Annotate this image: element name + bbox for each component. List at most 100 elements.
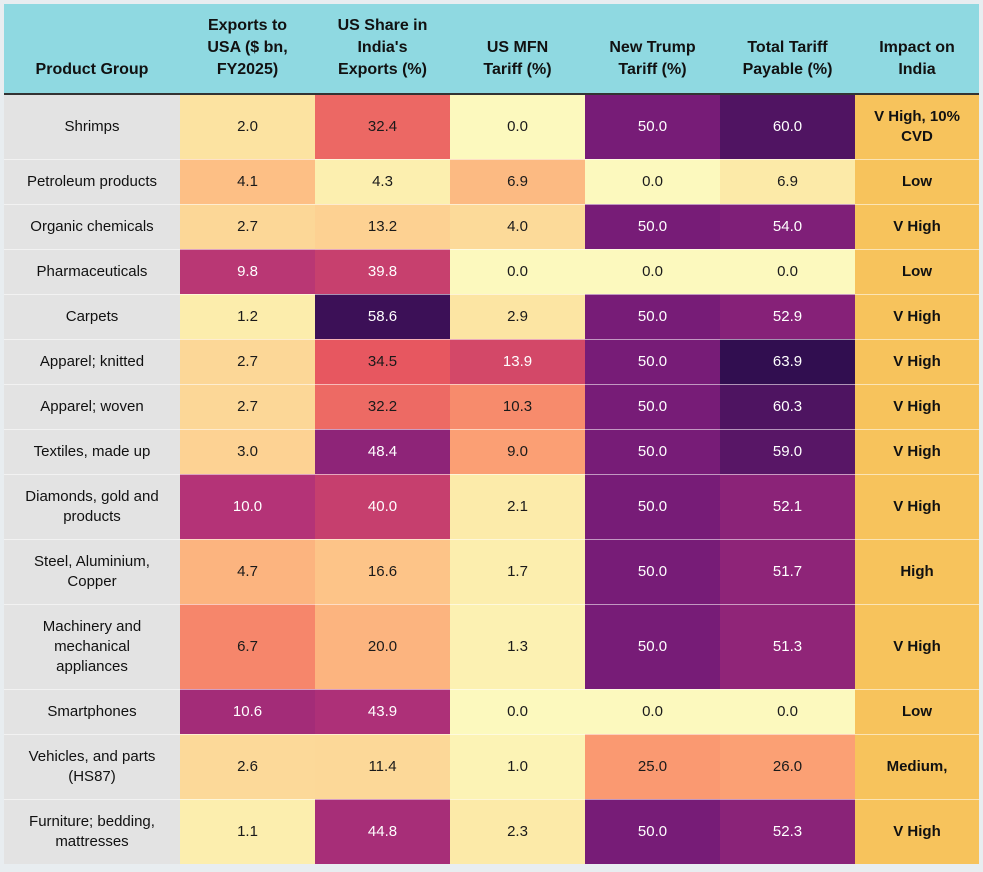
share-cell: 48.4 — [315, 428, 450, 474]
share-cell: 13.2 — [315, 203, 450, 249]
total-cell: 51.7 — [720, 538, 855, 604]
mfn-cell: 0.0 — [450, 688, 585, 734]
total-cell: 60.0 — [720, 93, 855, 159]
impact-cell: High — [855, 538, 979, 604]
total-cell: 0.0 — [720, 688, 855, 734]
impact-cell: V High — [855, 383, 979, 429]
product-group-cell: Pharmaceuticals — [4, 248, 180, 294]
total-cell: 54.0 — [720, 203, 855, 249]
impact-cell: V High — [855, 338, 979, 384]
trump-cell: 0.0 — [585, 688, 720, 734]
product-group-cell: Textiles, made up — [4, 428, 180, 474]
impact-cell: V High — [855, 203, 979, 249]
table-row: Vehicles, and parts (HS87) 2.6 11.4 1.0 25.0… — [4, 733, 979, 799]
trump-cell: 50.0 — [585, 93, 720, 159]
total-cell: 52.3 — [720, 798, 855, 864]
product-group-cell: Organic chemicals — [4, 203, 180, 249]
trump-cell: 25.0 — [585, 733, 720, 799]
trump-cell: 50.0 — [585, 383, 720, 429]
mfn-cell: 10.3 — [450, 383, 585, 429]
exports-cell: 9.8 — [180, 248, 315, 294]
exports-cell: 4.7 — [180, 538, 315, 604]
table-row: Diamonds, gold and products 10.0 40.0 2.1 50… — [4, 473, 979, 539]
share-cell: 32.2 — [315, 383, 450, 429]
share-cell: 43.9 — [315, 688, 450, 734]
product-group-cell: Furniture; bedding, mattresses — [4, 798, 180, 864]
header-row: Product Group Exports to USA ($ bn, FY202… — [4, 4, 979, 95]
share-cell: 58.6 — [315, 293, 450, 339]
tariff-table: Product Group Exports to USA ($ bn, FY202… — [4, 4, 979, 864]
total-cell: 52.9 — [720, 293, 855, 339]
header-us-share: US Share in India's Exports (%) — [315, 4, 450, 95]
exports-cell: 4.1 — [180, 158, 315, 204]
exports-cell: 10.6 — [180, 688, 315, 734]
trump-cell: 50.0 — [585, 538, 720, 604]
product-group-cell: Smartphones — [4, 688, 180, 734]
impact-cell: V High — [855, 293, 979, 339]
mfn-cell: 2.9 — [450, 293, 585, 339]
impact-cell: Medium, — [855, 733, 979, 799]
product-group-cell: Petroleum products — [4, 158, 180, 204]
product-group-cell: Steel, Aluminium, Copper — [4, 538, 180, 604]
mfn-cell: 6.9 — [450, 158, 585, 204]
mfn-cell: 2.3 — [450, 798, 585, 864]
share-cell: 34.5 — [315, 338, 450, 384]
total-cell: 6.9 — [720, 158, 855, 204]
header-mfn-tariff: US MFN Tariff (%) — [450, 4, 585, 95]
product-group-cell: Apparel; woven — [4, 383, 180, 429]
mfn-cell: 4.0 — [450, 203, 585, 249]
share-cell: 39.8 — [315, 248, 450, 294]
table-row: Textiles, made up 3.0 48.4 9.0 50.0 59.0 V Hig… — [4, 428, 979, 474]
mfn-cell: 0.0 — [450, 93, 585, 159]
exports-cell: 2.6 — [180, 733, 315, 799]
mfn-cell: 9.0 — [450, 428, 585, 474]
total-cell: 59.0 — [720, 428, 855, 474]
header-product-group: Product Group — [4, 4, 180, 95]
impact-cell: Low — [855, 158, 979, 204]
trump-cell: 50.0 — [585, 473, 720, 539]
trump-cell: 50.0 — [585, 338, 720, 384]
total-cell: 52.1 — [720, 473, 855, 539]
mfn-cell: 1.7 — [450, 538, 585, 604]
table-row: Machinery and mechanical appliances 6.7 20… — [4, 603, 979, 689]
table-row: Carpets 1.2 58.6 2.9 50.0 52.9 V High — [4, 293, 979, 339]
table-row: Furniture; bedding, mattresses 1.1 44.8 2.3… — [4, 798, 979, 864]
exports-cell: 1.2 — [180, 293, 315, 339]
trump-cell: 0.0 — [585, 248, 720, 294]
exports-cell: 10.0 — [180, 473, 315, 539]
table-row: Pharmaceuticals 9.8 39.8 0.0 0.0 0.0 Low — [4, 248, 979, 294]
product-group-cell: Vehicles, and parts (HS87) — [4, 733, 180, 799]
impact-cell: V High — [855, 603, 979, 689]
table-row: Steel, Aluminium, Copper 4.7 16.6 1.7 50.0 51… — [4, 538, 979, 604]
exports-cell: 1.1 — [180, 798, 315, 864]
trump-cell: 50.0 — [585, 428, 720, 474]
header-exports: Exports to USA ($ bn, FY2025) — [180, 4, 315, 95]
table-row: Apparel; knitted 2.7 34.5 13.9 50.0 63.9 V Hig… — [4, 338, 979, 384]
tariff-table-container: Product Group Exports to USA ($ bn, FY202… — [4, 4, 979, 868]
total-cell: 26.0 — [720, 733, 855, 799]
product-group-cell: Apparel; knitted — [4, 338, 180, 384]
impact-cell: V High — [855, 473, 979, 539]
header-trump-tariff: New Trump Tariff (%) — [585, 4, 720, 95]
share-cell: 40.0 — [315, 473, 450, 539]
exports-cell: 2.7 — [180, 203, 315, 249]
trump-cell: 50.0 — [585, 203, 720, 249]
trump-cell: 50.0 — [585, 798, 720, 864]
exports-cell: 2.0 — [180, 93, 315, 159]
exports-cell: 2.7 — [180, 338, 315, 384]
product-group-cell: Diamonds, gold and products — [4, 473, 180, 539]
table-row: Shrimps 2.0 32.4 0.0 50.0 60.0 V High, 10% CVD — [4, 93, 979, 159]
header-impact: Impact on India — [855, 4, 979, 95]
exports-cell: 6.7 — [180, 603, 315, 689]
share-cell: 20.0 — [315, 603, 450, 689]
table-row: Smartphones 10.6 43.9 0.0 0.0 0.0 Low — [4, 688, 979, 734]
impact-cell: V High — [855, 798, 979, 864]
table-body: Shrimps 2.0 32.4 0.0 50.0 60.0 V High, 10% CVD… — [4, 93, 979, 864]
mfn-cell: 13.9 — [450, 338, 585, 384]
product-group-cell: Shrimps — [4, 93, 180, 159]
table-row: Apparel; woven 2.7 32.2 10.3 50.0 60.3 V High — [4, 383, 979, 429]
table-row: Petroleum products 4.1 4.3 6.9 0.0 6.9 Low — [4, 158, 979, 204]
mfn-cell: 1.3 — [450, 603, 585, 689]
share-cell: 4.3 — [315, 158, 450, 204]
exports-cell: 3.0 — [180, 428, 315, 474]
